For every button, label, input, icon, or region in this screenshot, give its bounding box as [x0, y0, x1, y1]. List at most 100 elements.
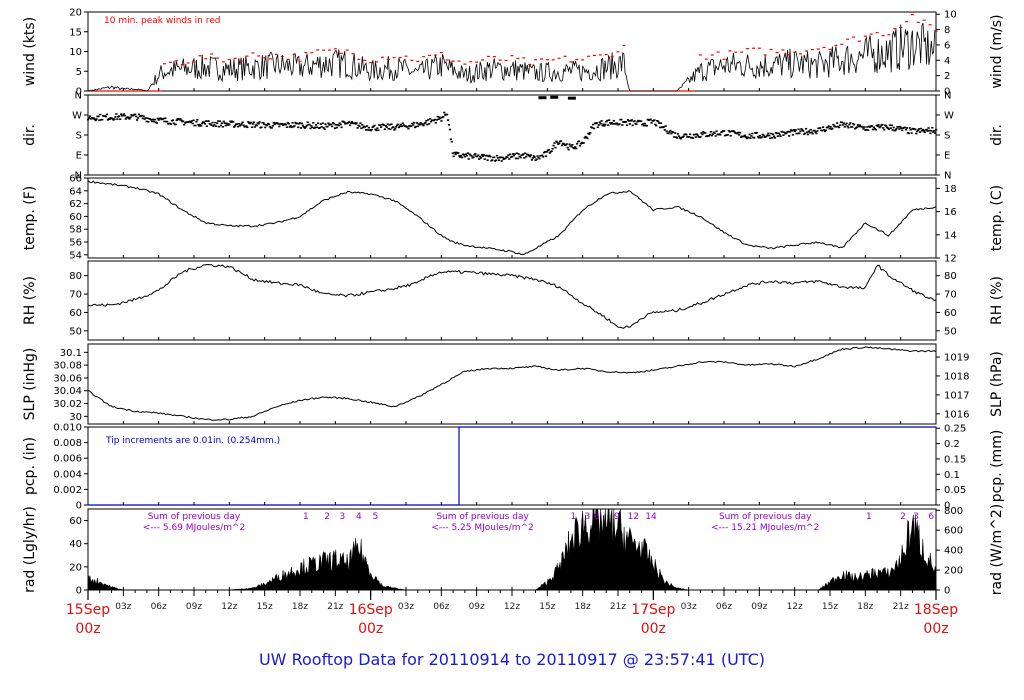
dir-point — [806, 133, 810, 136]
sun-hour-mark: 5 — [373, 512, 379, 522]
peak-wind-mark — [221, 61, 225, 63]
dir-point — [723, 130, 726, 132]
dir-point — [108, 118, 111, 120]
peak-wind-mark — [551, 59, 555, 61]
y2-tick-label: 200 — [944, 566, 963, 577]
day-sum-label: Sum of previous day — [436, 512, 529, 522]
dir-point — [670, 132, 673, 135]
dir-point — [890, 124, 893, 127]
dir-point — [562, 143, 566, 145]
dir-point — [709, 130, 713, 133]
panel-rh: 50 60 70 80 50 60 70 80 RH (%) RH (%) — [22, 260, 1005, 341]
peak-wind-mark — [575, 58, 579, 61]
dir-point — [264, 126, 267, 129]
dir-point — [300, 122, 304, 125]
date-tick-label: 18Sep — [914, 602, 958, 618]
dir-point — [837, 126, 841, 129]
peak-wind-mark — [286, 58, 290, 60]
dir-point — [202, 121, 206, 124]
dir-point — [397, 126, 401, 129]
dir-point — [544, 155, 548, 157]
dir-point — [858, 124, 861, 127]
dir-point — [771, 136, 774, 139]
dir-point — [879, 125, 882, 128]
dir-point — [854, 127, 858, 129]
dir-point — [422, 124, 425, 127]
dir-point — [465, 154, 468, 157]
dir-point — [808, 131, 811, 134]
peak-wind-mark — [616, 51, 620, 53]
peak-wind-mark — [239, 60, 243, 62]
dir-point — [493, 156, 496, 159]
peak-wind-mark — [863, 35, 867, 37]
dir-point — [266, 124, 269, 127]
dir-point — [916, 130, 919, 133]
dir-point — [609, 123, 613, 125]
dir-point — [203, 122, 207, 125]
dir-point — [895, 127, 898, 130]
dir-point — [496, 157, 500, 159]
dir-point — [811, 132, 814, 135]
peak-wind-mark — [510, 55, 514, 57]
dir-point — [225, 122, 228, 125]
dir-point — [625, 124, 629, 126]
dir-point — [747, 137, 750, 139]
hour-tick-label: 15z — [539, 602, 555, 612]
dir-point — [483, 158, 486, 160]
dir-point — [822, 129, 826, 131]
peak-wind-mark — [357, 58, 361, 60]
dir-point — [851, 126, 854, 128]
dir-point — [799, 130, 802, 132]
dir-point — [481, 155, 484, 157]
dir-point — [758, 134, 762, 137]
hour-tick-label: 09z — [469, 602, 485, 612]
y2-tick-label: 0.25 — [944, 424, 966, 435]
y2-tick-label: 4 — [944, 56, 950, 67]
dir-point — [92, 117, 95, 119]
dir-point — [152, 120, 156, 123]
peak-wind-mark — [180, 63, 184, 66]
chart-title: UW Rooftop Data for 20110914 to 20110917… — [258, 650, 766, 669]
panel-time-ticks — [87, 502, 937, 505]
y2-tick-label: 2 — [944, 71, 950, 82]
peak-wind-mark — [451, 60, 455, 62]
dir-point — [586, 137, 589, 140]
dir-point — [301, 124, 305, 127]
dir-point — [608, 119, 611, 121]
y2-tick-label: S — [944, 131, 950, 142]
dir-point — [843, 126, 846, 128]
y2-tick-label: 12 — [944, 254, 957, 265]
sun-hour-mark: 3 — [340, 512, 346, 522]
dir-point — [694, 136, 697, 138]
dir-point — [565, 143, 568, 145]
dir-point — [480, 153, 484, 156]
dir-point — [570, 145, 573, 148]
dir-point — [575, 147, 578, 150]
dir-point — [467, 158, 470, 160]
dir-point — [114, 116, 117, 118]
peak-wind-mark — [216, 57, 220, 59]
dir-point — [370, 128, 373, 131]
peak-wind-mark — [516, 57, 520, 60]
dir-point — [892, 126, 895, 129]
peak-wind-mark — [445, 59, 449, 61]
dir-point — [615, 122, 618, 124]
dir-point — [739, 131, 742, 134]
y-tick-label: 50 — [69, 326, 82, 337]
peak-wind-mark — [469, 61, 473, 63]
dir-point — [748, 133, 751, 136]
dir-point — [134, 113, 137, 116]
dir-point — [282, 124, 285, 127]
dir-point — [658, 126, 662, 129]
y-tick-label: N — [75, 171, 82, 182]
dir-point — [894, 129, 897, 131]
dir-point — [374, 128, 377, 131]
dir-point — [126, 116, 129, 118]
dir-point — [95, 118, 98, 120]
peak-wind-mark — [433, 54, 437, 56]
dir-point — [424, 121, 427, 124]
dir-point — [813, 129, 816, 132]
dir-point — [642, 124, 646, 127]
